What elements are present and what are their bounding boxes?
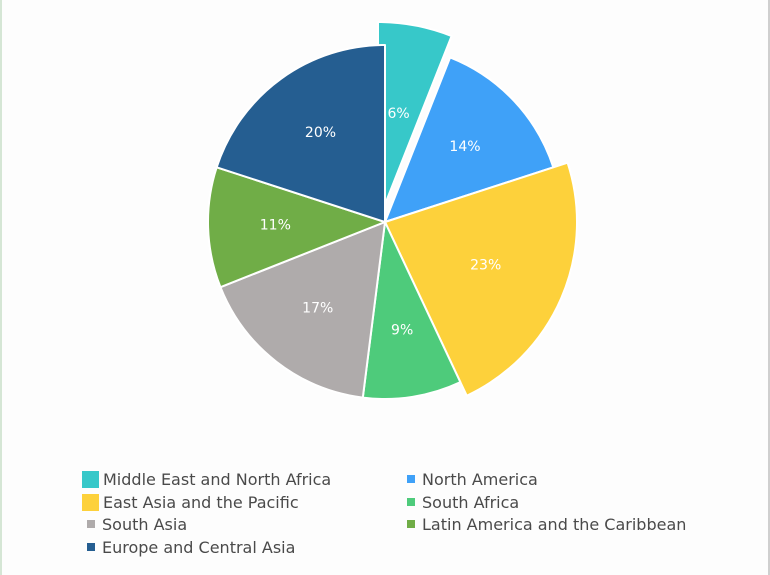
legend-label: Europe and Central Asia [102, 537, 296, 557]
pie-slice-east-asia-and-the-pacific[interactable] [384, 161, 578, 397]
legend-item-south-asia[interactable]: South Asia [82, 513, 187, 535]
left-border [0, 0, 2, 575]
pie-slice-south-africa[interactable] [361, 221, 462, 400]
pie-chart: 6% 14% 23% 9% 17% 11% 20% [207, 21, 578, 400]
slice-percent-label: 20% [305, 125, 336, 141]
pie-slice-middle-east-and-north-africa[interactable] [377, 21, 453, 223]
legend-label: South Asia [102, 514, 188, 534]
legend-label: Latin America and the Caribbean [422, 514, 687, 534]
pie-slice-latin-america-and-the-caribbean[interactable] [207, 166, 386, 289]
slice-percent-label: 9% [391, 322, 413, 338]
slice-percent-label: 23% [470, 258, 501, 274]
legend-swatch [82, 493, 99, 511]
legend-swatch [407, 520, 415, 528]
slice-percent-label: 14% [449, 139, 480, 155]
pie-slice-europe-and-central-asia[interactable] [215, 44, 386, 223]
legend-label: Middle East and North Africa [103, 469, 332, 489]
right-border [768, 0, 770, 575]
legend-item-south-africa[interactable]: South Africa [402, 491, 519, 513]
legend-item-north-america[interactable]: North America [402, 468, 538, 490]
legend-label: South Africa [422, 492, 520, 512]
legend-label: East Asia and the Pacific [103, 492, 299, 512]
legend-item-latin-america-caribbean[interactable]: Latin America and the Caribbean [402, 513, 686, 535]
legend-item-europe-central-asia[interactable]: Europe and Central Asia [82, 536, 295, 558]
legend-swatch [407, 498, 415, 506]
slice-percent-label: 6% [387, 106, 409, 122]
slice-percent-label: 17% [302, 301, 333, 317]
legend-swatch [82, 470, 99, 488]
legend-item-middle-east-north-africa[interactable]: Middle East and North Africa [82, 468, 331, 490]
pie-slice-south-asia[interactable] [219, 221, 386, 399]
legend-item-east-asia-pacific[interactable]: East Asia and the Pacific [82, 491, 299, 513]
legend-swatch [87, 543, 95, 551]
legend-swatch [87, 520, 95, 528]
legend-label: North America [422, 469, 538, 489]
slice-percent-label: 11% [260, 217, 291, 233]
legend-swatch [407, 475, 415, 483]
